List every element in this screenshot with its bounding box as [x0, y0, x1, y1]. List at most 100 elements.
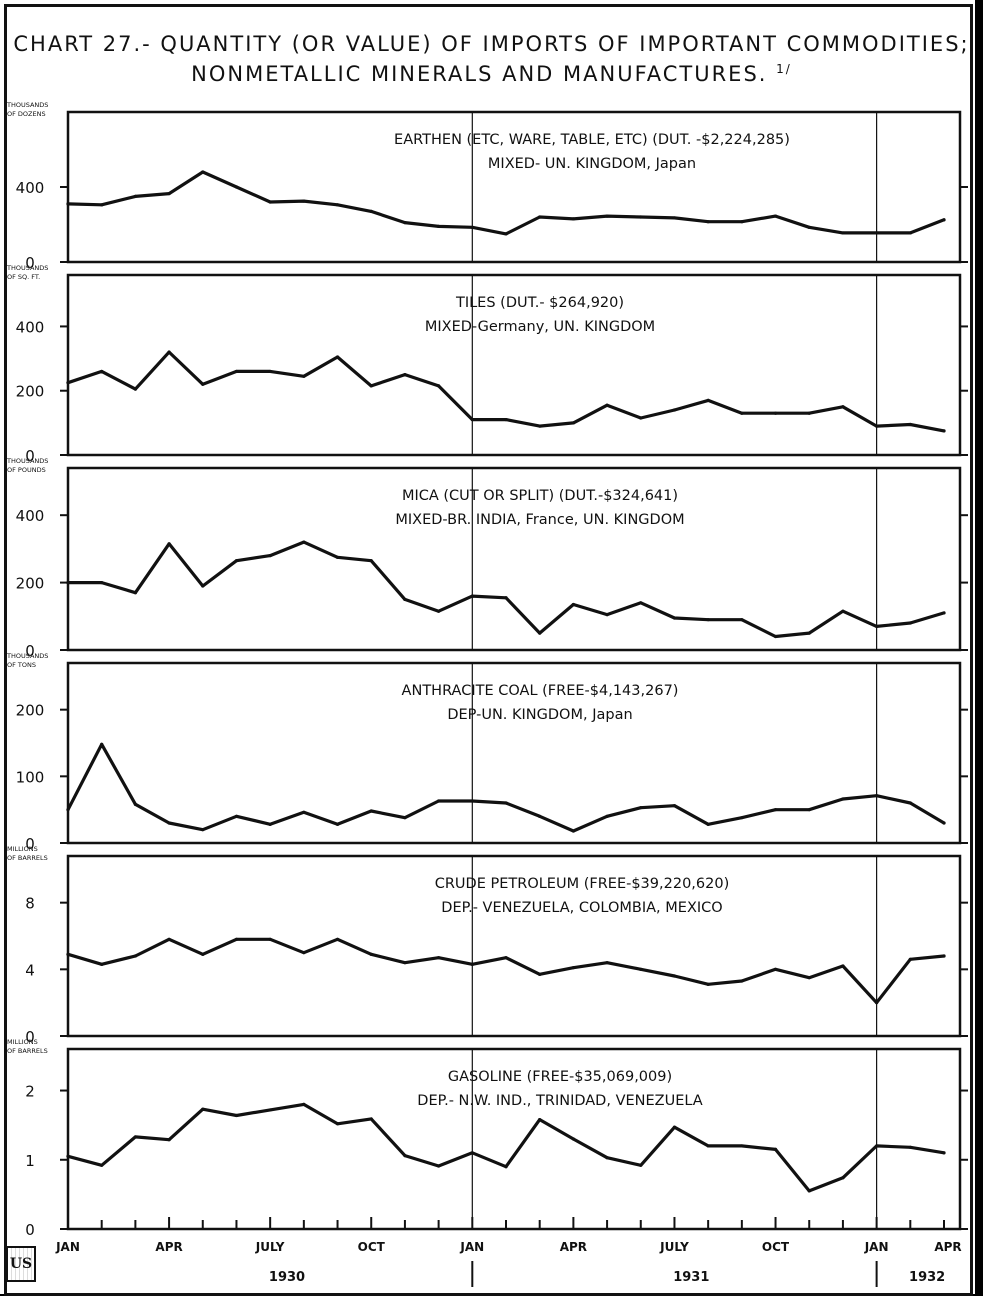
panel-1-point	[167, 191, 171, 196]
panel-3-point	[639, 601, 643, 605]
panel-6-point	[841, 1176, 845, 1180]
panel-5-point	[302, 951, 306, 955]
panel-5-point	[706, 982, 710, 986]
panel-6-point	[672, 1125, 677, 1129]
x-axis-month-label: JAN	[864, 1240, 889, 1254]
panel-1-point	[942, 218, 946, 222]
panel-5-point	[167, 937, 171, 941]
panel-3-point	[504, 596, 508, 600]
panel-6-point	[100, 1163, 104, 1167]
panel-5-point	[538, 972, 542, 976]
panel-2-point	[740, 411, 744, 415]
panel-1-point	[908, 231, 912, 235]
panel-3-point	[268, 554, 272, 558]
panel-4-point	[807, 808, 811, 812]
panel-2-point	[167, 350, 171, 354]
panel-3-ytick-label: 400	[16, 507, 45, 525]
x-axis-year-label: 1932	[909, 1270, 945, 1285]
panel-6-point	[403, 1154, 407, 1158]
panel-5-point	[403, 961, 407, 965]
panel-2-point	[470, 418, 474, 422]
panel-2-point	[201, 382, 205, 386]
panel-4-point	[672, 804, 677, 808]
panel-6-point	[234, 1113, 239, 1118]
panel-4-point	[942, 821, 946, 825]
panel-6-point	[942, 1151, 946, 1155]
panel-2-point	[942, 429, 946, 433]
panel-5-point	[234, 937, 239, 941]
panel-2-point	[538, 424, 542, 428]
panel-4-ytick-label: 100	[16, 768, 45, 786]
panel-2-unit-label: THOUSANDS	[6, 264, 48, 272]
panel-2-point	[875, 424, 879, 428]
panel-1-ytick-label: 400	[16, 179, 45, 197]
panel-6-point	[133, 1135, 137, 1139]
panel-1-point	[100, 203, 104, 207]
panel-5-sources: DEP.- VENEZUELA, COLOMBIA, MEXICO	[441, 900, 722, 916]
panel-1-point	[538, 215, 542, 219]
x-axis-month-label: JAN	[55, 1240, 80, 1254]
panel-3-title: MICA (CUT OR SPLIT) (DUT.-$324,641)	[402, 488, 678, 504]
panel-1-point	[66, 202, 70, 206]
panel-4-ytick-label: 200	[16, 702, 45, 720]
panel-2-frame	[66, 273, 962, 457]
panel-5-point	[773, 967, 778, 971]
panel-4-frame	[66, 661, 962, 845]
panel-5-point	[841, 964, 845, 968]
panel-1-point	[841, 231, 845, 235]
panel-2-point	[841, 405, 845, 409]
x-axis-month-label: OCT	[358, 1240, 386, 1254]
panel-5-point	[437, 956, 441, 960]
panel-4-point	[66, 808, 70, 812]
panel-2-point	[302, 374, 306, 378]
panel-3-sources: MIXED-BR. INDIA, France, UN. KINGDOM	[395, 512, 684, 528]
panel-2-point	[639, 416, 643, 420]
panel-6-point	[639, 1163, 643, 1167]
panel-6-point	[773, 1147, 778, 1151]
panel-3-point	[437, 609, 441, 613]
panel-6-point	[706, 1144, 710, 1148]
panel-3-unit-label: THOUSANDS	[6, 457, 48, 465]
panel-3-point	[740, 618, 744, 622]
x-axis-month-label: JULY	[255, 1240, 285, 1254]
panel-2-point	[605, 403, 609, 407]
panel-5-point	[942, 954, 946, 958]
panel-2-point	[672, 408, 677, 412]
panel-6-point	[740, 1144, 744, 1148]
panel-2-point	[437, 384, 441, 388]
panel-4-unit-label: OF TONS	[7, 661, 36, 669]
panel-3-point	[571, 602, 575, 607]
panel-1-point	[504, 232, 508, 236]
panel-6-unit-label: MILLIONS	[7, 1038, 38, 1046]
panel-1-point	[605, 214, 609, 218]
panel-5-frame	[66, 854, 962, 1038]
publisher-logo: US	[6, 1246, 36, 1282]
x-axis-month-label: OCT	[762, 1240, 790, 1254]
panel-1-ytick-label: 0	[25, 254, 35, 272]
panel-6-point	[167, 1138, 171, 1142]
panel-2-ytick-label: 400	[16, 318, 45, 336]
panel-4-point	[133, 802, 137, 806]
panel-6-point	[571, 1137, 575, 1141]
panel-2-point	[335, 355, 340, 359]
panel-3-point	[672, 616, 677, 620]
panel-4-point	[335, 822, 340, 826]
panel-1-point	[773, 214, 778, 218]
panel-4-point	[538, 814, 542, 818]
panel-2-point	[133, 387, 137, 391]
panel-6-point	[538, 1118, 542, 1122]
panel-5-point	[639, 967, 643, 971]
panel-6-title: GASOLINE (FREE-$35,069,009)	[448, 1069, 672, 1085]
panel-4-point	[437, 799, 441, 803]
panel-4-point	[571, 829, 575, 833]
panel-3-point	[605, 613, 609, 617]
panel-4-sources: DEP-UN. KINGDOM, Japan	[447, 707, 632, 723]
panel-1-point	[571, 217, 575, 221]
panel-5-point	[335, 937, 340, 941]
panel-6-ytick-label: 0	[25, 1221, 35, 1239]
panel-6-point	[437, 1164, 441, 1168]
panel-5-unit-label: OF BARRELS	[7, 854, 48, 862]
panel-1-point	[437, 224, 441, 228]
panel-6-point	[908, 1145, 912, 1149]
